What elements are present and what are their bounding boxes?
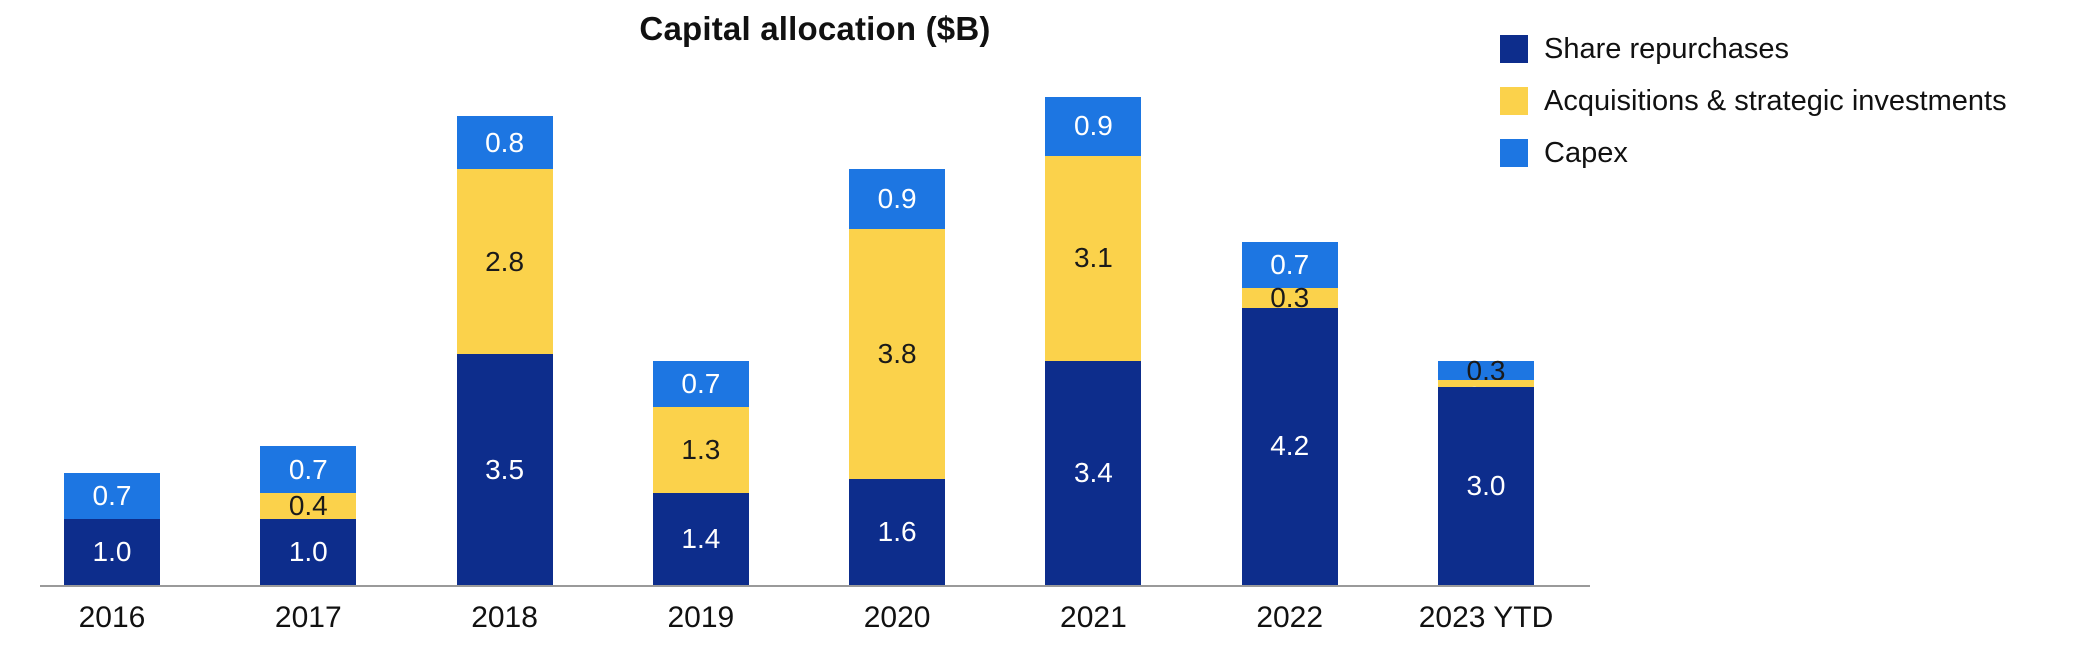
- bar-segment: 0.9: [849, 169, 946, 229]
- bar-segment: 3.8: [849, 228, 946, 480]
- x-axis-tick-label: 2018: [471, 601, 538, 634]
- bar-segment: 1.4: [652, 492, 749, 585]
- bar-segment: 3.5: [456, 354, 553, 585]
- bar-segment: 0.7: [1241, 241, 1338, 289]
- x-axis-tick-label: 2016: [78, 601, 146, 634]
- bar-segment: 0.3: [1241, 281, 1338, 313]
- bar-segment: 1.6: [849, 479, 946, 585]
- bar-column: 0.7 1.3 1.4: [652, 360, 749, 585]
- bar-value-label: 2.8: [485, 245, 525, 277]
- bar-segment: 1.0: [64, 519, 160, 585]
- legend-swatch-icon: [1500, 139, 1528, 167]
- bar-column: 0.30.1 3.0: [1437, 354, 1534, 585]
- bar-segment: 0.7: [260, 446, 357, 493]
- legend-item: Acquisitions & strategic investments: [1500, 82, 2007, 120]
- bar-segment: 0.1: [1437, 380, 1534, 409]
- bar-value-label: 0.3: [1466, 354, 1506, 386]
- bar-column: 0.9 3.8 1.6: [849, 169, 946, 585]
- chart-area: 0.7 1.0 0.7 0.4 1.0 0.8 2.8 3.5 0.7 1.3 1.4 0.9 3.8 1…: [64, 55, 1554, 635]
- bar-segment: 0.7: [652, 360, 749, 407]
- bar-value-label: 0.7: [681, 367, 721, 399]
- bar-value-label: 0.4: [288, 489, 328, 521]
- bar-value-label: 0.7: [288, 453, 328, 485]
- bar-column: 0.7 1.0: [64, 472, 160, 585]
- bar-value-label: 3.4: [1073, 456, 1113, 488]
- bar-value-label: 0.9: [877, 182, 917, 214]
- bar-segment: 3.4: [1045, 360, 1142, 585]
- x-axis-tick-label: 2019: [667, 601, 735, 634]
- bar-value-label: 0.9: [1073, 110, 1113, 142]
- x-axis-tick-label: 2021: [1060, 601, 1127, 634]
- bar-value-label: 3.1: [1073, 242, 1113, 274]
- plot-area: 0.7 1.0 0.7 0.4 1.0 0.8 2.8 3.5 0.7 1.3 1.4 0.9 3.8 1…: [64, 55, 1534, 585]
- bar-value-label: 1.0: [288, 536, 328, 567]
- legend-label: Capex: [1544, 136, 1628, 169]
- x-axis-tick-label: 2020: [863, 601, 931, 634]
- bar-value-label: 1.6: [877, 516, 917, 548]
- legend-item: Capex: [1500, 134, 2007, 172]
- bar-segment: 3.1: [1045, 156, 1142, 361]
- bar-value-label: 0.3: [1270, 281, 1310, 313]
- bar-value-label: 3.5: [485, 453, 525, 485]
- legend-swatch-icon: [1500, 35, 1528, 63]
- bar-segment: 0.7: [64, 472, 160, 519]
- legend: Share repurchases Acquisitions & strategi…: [1500, 30, 2007, 172]
- bar-value-label: 0.7: [1270, 248, 1310, 280]
- bar-value-label: 0.7: [92, 479, 132, 511]
- bar-segment: 2.8: [456, 169, 553, 354]
- x-axis-tick-label: 2023 YTD: [1418, 601, 1554, 634]
- bar-column: 0.9 3.1 3.4: [1045, 96, 1142, 585]
- bar-value-label: 3.0: [1466, 470, 1506, 501]
- chart-title: Capital allocation ($B): [639, 10, 991, 47]
- bar-column: 0.7 0.3 4.2: [1241, 241, 1338, 585]
- bar-segment: 3.0: [1437, 387, 1534, 585]
- x-axis-line: [40, 585, 1590, 587]
- legend-item: Share repurchases: [1500, 30, 2007, 68]
- bar-segment: 0.8: [456, 116, 553, 170]
- x-axis-tick-label: 2022: [1256, 601, 1324, 634]
- bar-segment: 1.0: [260, 519, 357, 585]
- x-axis-labels: 2016 2017 2018 2019 2020 2021 2022 2023 YTD: [64, 601, 1554, 635]
- legend-label: Acquisitions & strategic investments: [1544, 84, 2007, 117]
- bar-segment: 0.9: [1045, 96, 1142, 157]
- x-axis-tick-label: 2017: [274, 601, 342, 634]
- bar-segment: 0.4: [260, 489, 357, 521]
- bar-value-label: 1.0: [92, 536, 132, 567]
- bar-value-label: 0.8: [485, 126, 525, 158]
- bar-value-label: 1.4: [681, 522, 721, 554]
- bar-column: 0.8 2.8 3.5: [456, 116, 553, 585]
- bar-value-label: 1.3: [681, 433, 721, 465]
- bar-segment: 4.2: [1241, 307, 1338, 585]
- legend-swatch-icon: [1500, 87, 1528, 115]
- bar-segment: 1.3: [652, 406, 749, 493]
- bar-value-label: 3.8: [877, 338, 917, 369]
- bar-segment: 0.3: [1437, 354, 1534, 386]
- bar-value-label: 4.2: [1270, 430, 1310, 462]
- legend-label: Share repurchases: [1544, 32, 1790, 65]
- bar-column: 0.7 0.4 1.0: [260, 446, 357, 585]
